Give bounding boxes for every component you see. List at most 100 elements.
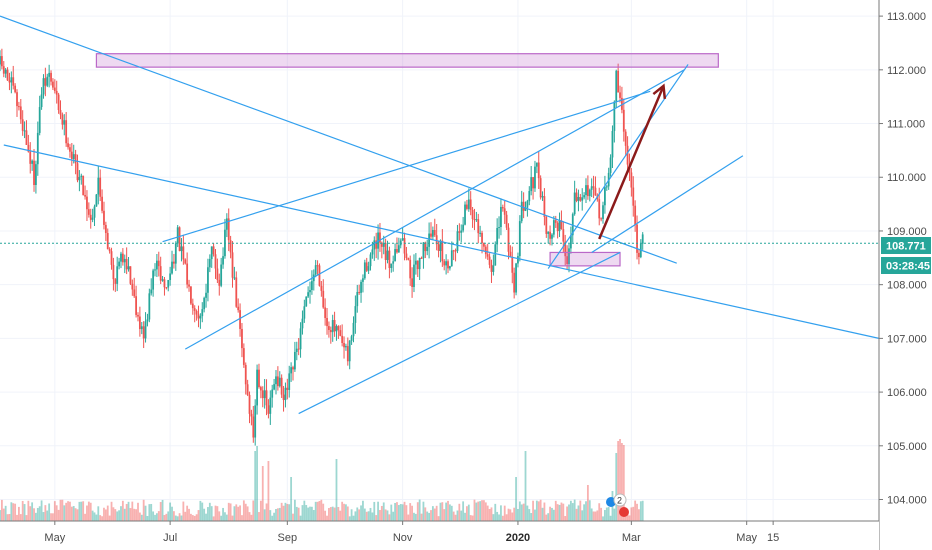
volume-bar [326, 515, 328, 521]
candle-body [560, 220, 563, 230]
volume-bar [239, 505, 241, 521]
target-arrow-shaft[interactable] [598, 85, 665, 240]
candle-body [95, 194, 98, 207]
volume-bar [358, 509, 361, 521]
volume-bar [552, 509, 555, 521]
volume-bar [549, 506, 551, 521]
volume-bar [414, 513, 417, 521]
volume-bar [590, 508, 593, 521]
candle-body [337, 326, 340, 331]
zone-rectangle[interactable] [95, 53, 719, 68]
price-axis-ticks[interactable]: 104.000 105.000 106.000 107.000 108.000 109.0… [879, 11, 927, 507]
dividend-icon[interactable] [619, 507, 629, 517]
volume-bar [125, 503, 128, 521]
events-badge[interactable]: 2 [606, 493, 629, 517]
target-arrow-head[interactable] [652, 83, 667, 99]
volume-bar [377, 501, 379, 521]
volume-bar [352, 515, 355, 521]
candle-body [509, 251, 512, 257]
volume-bar [82, 501, 85, 521]
volume-bar [89, 502, 92, 521]
trend-line[interactable] [547, 64, 689, 269]
volume-bar [469, 515, 472, 521]
volume-bar [641, 500, 644, 521]
volume-bar [394, 502, 396, 521]
flag-icon[interactable] [606, 497, 616, 507]
trend-line[interactable] [162, 90, 651, 243]
volume-bar [284, 502, 287, 521]
time-axis-ticks[interactable]: May Jul Sep Nov 2020 Mar May 15 [44, 521, 779, 544]
candle-body [265, 390, 268, 406]
candle-body [362, 278, 364, 282]
candle-body [193, 308, 196, 311]
candle-body [388, 250, 391, 268]
volume-bar [430, 510, 432, 521]
volume-bar [186, 505, 189, 521]
candle-body [484, 246, 487, 255]
volume-bar [401, 504, 404, 521]
candle-body [380, 242, 383, 247]
volume-bar [494, 503, 497, 521]
volume-bar [159, 502, 162, 521]
drawing-tools[interactable] [0, 15, 880, 415]
volume-bar [273, 512, 275, 521]
candle-body [613, 101, 616, 131]
candle-body [140, 326, 143, 330]
volume-bar [409, 503, 412, 521]
candle-body [549, 231, 551, 239]
volume-bar [632, 506, 635, 521]
candle-body [513, 272, 516, 293]
volume-bar [271, 515, 274, 521]
candle-body [248, 394, 251, 414]
candle-body [78, 176, 81, 181]
price-tick-label: 109.000 [887, 226, 927, 238]
candle-body [76, 163, 79, 181]
candle-body [447, 261, 449, 269]
volume-bar [575, 508, 578, 521]
volume-bar [397, 505, 400, 521]
volume-bar [380, 505, 383, 521]
candle-body [4, 69, 7, 74]
volume-bar [299, 515, 302, 521]
candle-body [74, 154, 77, 164]
volume-bar [120, 506, 122, 521]
candle-body [144, 321, 147, 339]
volume-bar [295, 506, 298, 521]
volume-bar [127, 501, 130, 521]
candle-body [590, 186, 593, 190]
price-tick-label: 112.000 [887, 65, 926, 77]
price-tick-label: 111.000 [887, 119, 925, 131]
volume-bar [367, 511, 370, 521]
volume-bar [634, 500, 637, 521]
volume-bar [532, 500, 534, 521]
candle-body [256, 369, 258, 406]
candle-body [403, 238, 406, 254]
candle-body [532, 177, 534, 189]
volume-bar [577, 505, 580, 521]
trend-line[interactable] [184, 69, 685, 350]
candle-body [552, 220, 555, 235]
candle-body [42, 78, 45, 95]
candle-body [503, 208, 506, 215]
trend-line[interactable] [591, 155, 744, 253]
volume-bar [585, 501, 587, 521]
candle-body [477, 219, 480, 234]
volume-bar [405, 505, 408, 521]
candle-body [250, 413, 253, 417]
events-count-badge[interactable] [613, 493, 627, 507]
candle-body [231, 252, 234, 278]
trend-line[interactable] [0, 15, 677, 264]
volume-bar [420, 513, 423, 521]
candle-body [2, 66, 5, 74]
volume-bar [384, 509, 387, 521]
candle-body [258, 369, 260, 388]
trend-line[interactable] [3, 144, 880, 339]
candle-body [407, 257, 410, 260]
volume-bar [600, 507, 603, 521]
candle-body [244, 364, 247, 385]
candle-body [641, 234, 644, 244]
trend-line[interactable] [298, 251, 621, 415]
zone-rectangle[interactable] [549, 251, 621, 267]
candle-body [583, 195, 586, 198]
